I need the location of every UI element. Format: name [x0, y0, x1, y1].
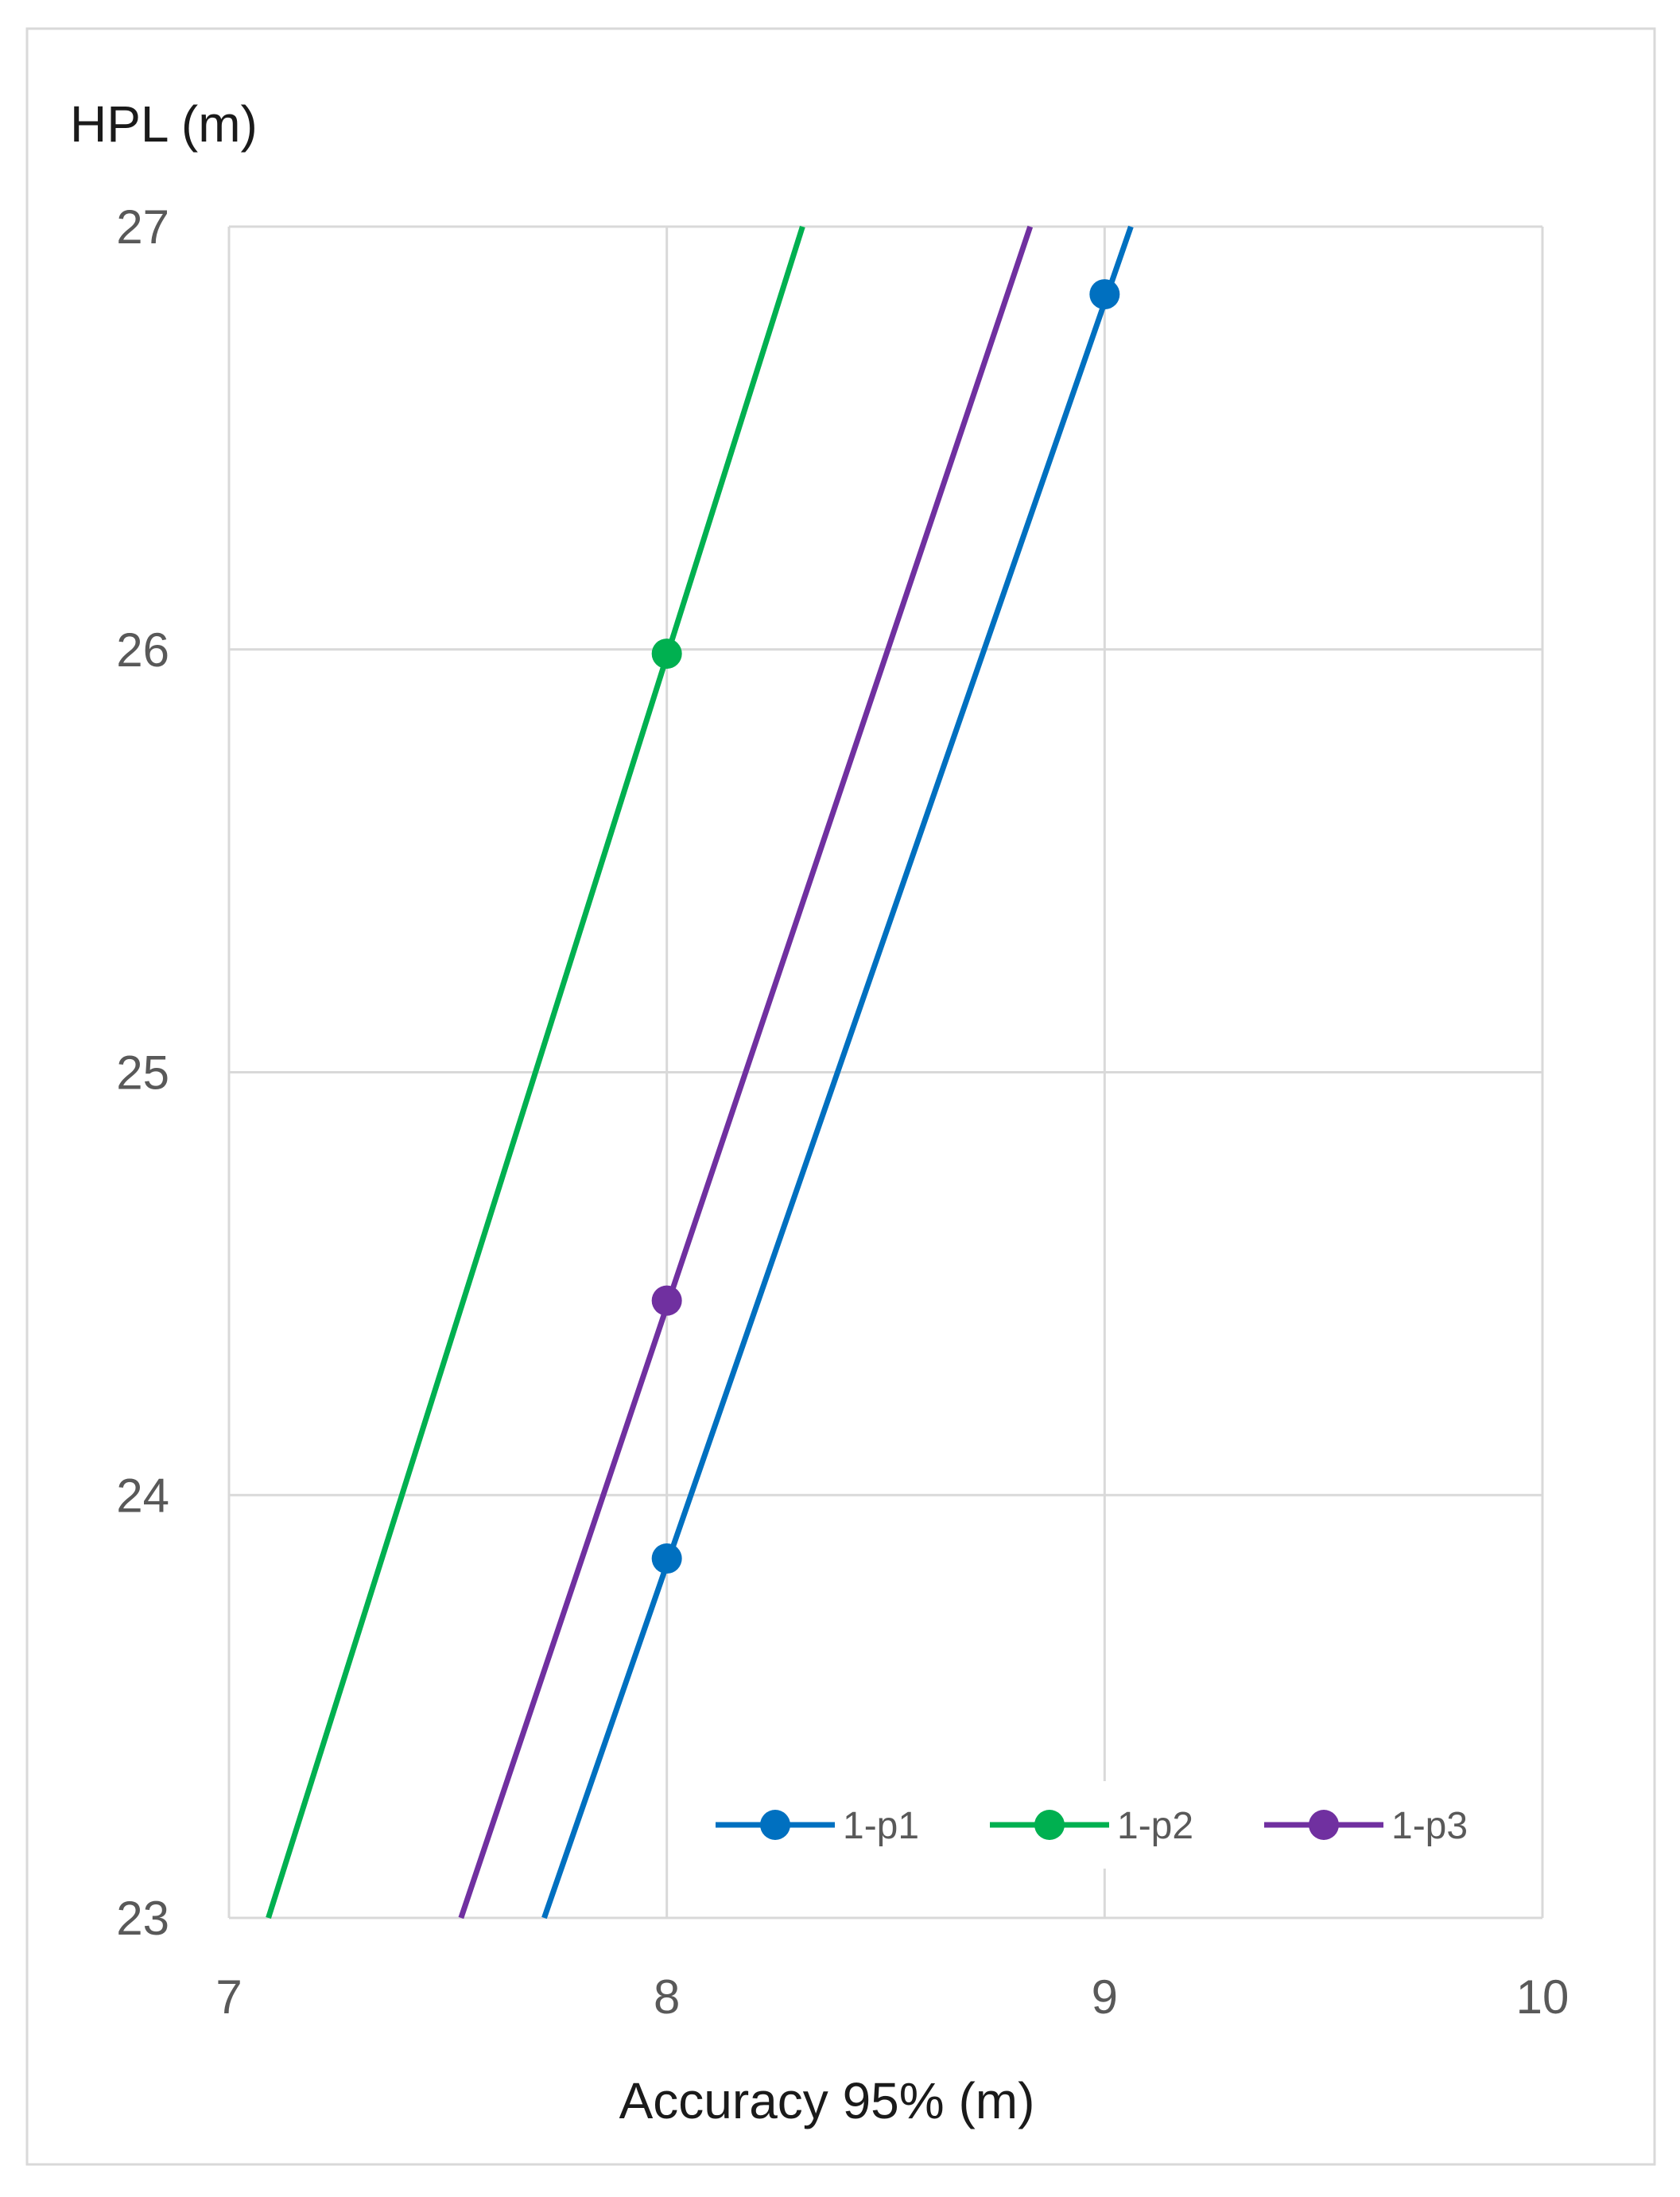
y-tick-label: 26	[116, 623, 169, 677]
x-tick-label: 9	[1092, 1970, 1118, 2024]
x-tick-label: 10	[1516, 1970, 1569, 2024]
series-line-1-p1	[541, 225, 1134, 1919]
legend: 1-p1 1-p2 1-p3	[700, 1781, 1495, 1869]
legend-label-1-p3: 1-p3	[1391, 1805, 1468, 1847]
data-point-1-p1	[1089, 279, 1120, 310]
legend-marker-1-p1	[760, 1810, 790, 1840]
series-group	[266, 225, 1134, 1919]
series-line-1-p2	[266, 225, 805, 1919]
data-point-1-p1	[651, 1543, 682, 1574]
y-axis-title: HPL (m)	[70, 95, 258, 153]
y-tick-label: 24	[116, 1469, 169, 1522]
tick-labels: 7 8 9 10 23 24 25 26 27	[116, 200, 1569, 2024]
y-tick-label: 27	[116, 200, 169, 254]
series-line-1-p3	[458, 225, 1034, 1919]
y-tick-label: 23	[116, 1892, 169, 1945]
legend-label-1-p1: 1-p1	[843, 1805, 919, 1847]
data-point-1-p2	[651, 639, 682, 670]
data-point-1-p3	[651, 1285, 682, 1316]
legend-marker-1-p2	[1034, 1810, 1065, 1840]
gridlines	[227, 225, 1544, 1919]
x-tick-label: 8	[654, 1970, 680, 2024]
y-tick-label: 25	[116, 1046, 169, 1100]
x-tick-label: 7	[215, 1970, 242, 2024]
legend-label-1-p2: 1-p2	[1117, 1805, 1193, 1847]
x-axis-title: Accuracy 95% (m)	[619, 2072, 1035, 2129]
legend-marker-1-p3	[1309, 1810, 1339, 1840]
